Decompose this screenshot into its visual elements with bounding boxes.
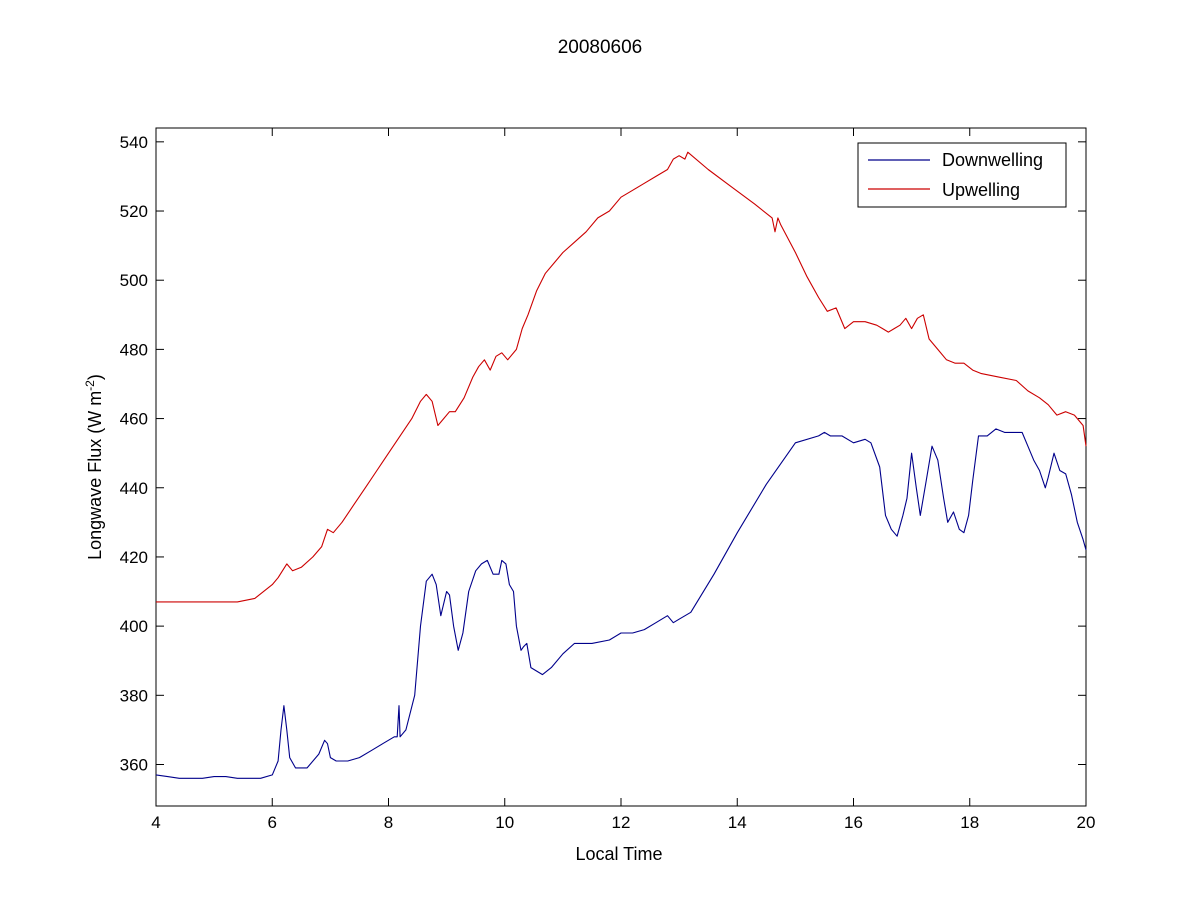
y-axis-label-close: ) [85,374,105,380]
x-axis-label: Local Time [575,844,662,864]
x-tick-label-16: 16 [844,813,863,832]
series-line-downwelling [155,428,1087,779]
y-axis-label-main: Longwave Flux (W m [85,391,105,560]
x-tick-label-10: 10 [495,813,514,832]
y-tick-label-380: 380 [120,686,148,705]
y-axis-label: Longwave Flux (W m-2) [83,374,105,560]
plot-area [155,127,1087,807]
y-tick-label-500: 500 [120,271,148,290]
y-tick-label-360: 360 [120,755,148,774]
legend: Downwelling Upwelling [857,142,1067,208]
y-tick-label-460: 460 [120,410,148,429]
y-axis-ticks: 360 380 400 420 440 460 480 500 520 540 [120,133,1086,774]
x-tick-label-12: 12 [612,813,631,832]
y-tick-label-420: 420 [120,548,148,567]
x-tick-label-4: 4 [151,813,160,832]
x-tick-label-18: 18 [960,813,979,832]
series-line-upwelling [156,151,1087,603]
y-axis-label-superscript: -2 [83,380,97,391]
legend-box [857,142,1067,208]
y-tick-label-480: 480 [120,340,148,359]
legend-label-upwelling: Upwelling [942,180,1020,200]
series-layer [155,151,1087,779]
legend-label-downwelling: Downwelling [942,150,1043,170]
y-tick-label-400: 400 [120,617,148,636]
x-axis-ticks: 4 6 8 10 12 14 16 18 20 [151,128,1095,832]
x-tick-label-8: 8 [384,813,393,832]
y-tick-label-540: 540 [120,133,148,152]
x-tick-label-14: 14 [728,813,747,832]
x-tick-label-20: 20 [1077,813,1096,832]
y-tick-label-440: 440 [120,479,148,498]
chart-title: 20080606 [558,37,643,58]
x-tick-label-6: 6 [268,813,277,832]
y-tick-label-520: 520 [120,202,148,221]
